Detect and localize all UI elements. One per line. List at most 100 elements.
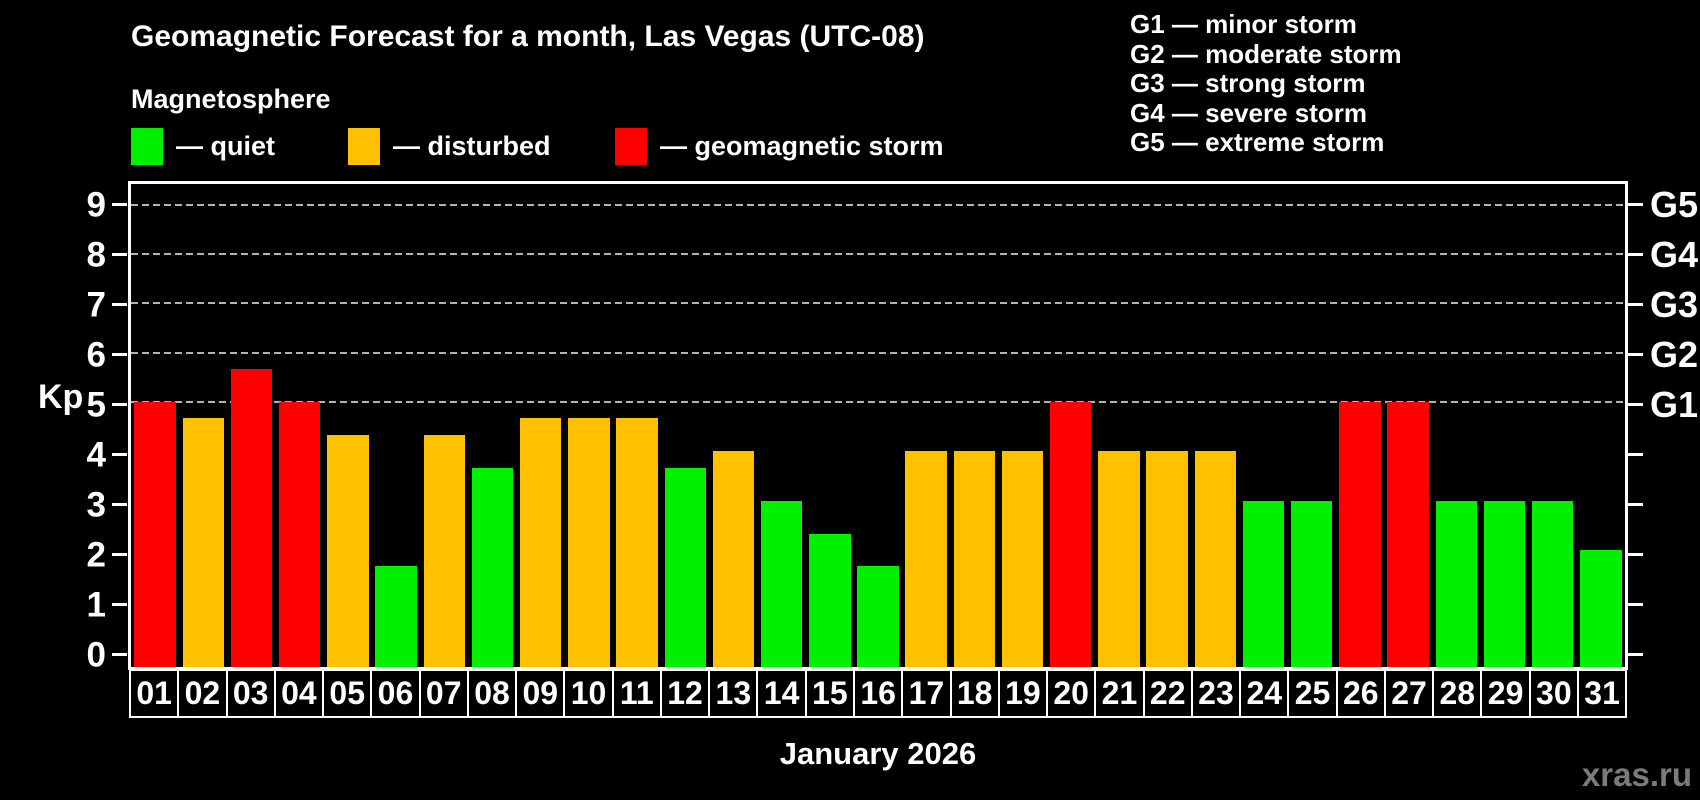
bar-day-19 <box>1001 451 1044 667</box>
y-axis-label-1: 1 <box>86 585 106 625</box>
gridline-kp-8 <box>131 253 1625 256</box>
legend-item-disturbed: — disturbed <box>348 128 551 165</box>
watermark-xras: xras.ru <box>1581 756 1692 793</box>
day-label-06: 06 <box>370 669 421 718</box>
day-label-14: 14 <box>756 669 807 718</box>
y-axis-label-2: 2 <box>86 535 106 575</box>
bar-day-04 <box>278 402 321 667</box>
day-label-12: 12 <box>659 669 711 718</box>
y-axis-label-5: 5 <box>86 385 106 425</box>
bar-day-23 <box>1194 451 1237 667</box>
day-label-10: 10 <box>563 669 614 718</box>
bar-day-25 <box>1291 500 1333 667</box>
bar-day-13 <box>712 451 755 667</box>
g-scale-legend-line-1: G1 — minor storm <box>1130 9 1357 39</box>
y-axis-label-9: 9 <box>86 185 106 225</box>
g-scale-legend-line-2: G2 — moderate storm <box>1130 38 1402 69</box>
day-label-05: 05 <box>322 669 373 718</box>
g-scale-legend-line-4: G4 — severe storm <box>1130 97 1368 128</box>
gridline-kp-9 <box>131 203 1625 206</box>
g-scale-legend-line-3: G3 — strong storm <box>1130 68 1366 98</box>
bar-day-17 <box>905 451 947 667</box>
g-level-label-G5: G5 <box>1650 183 1699 225</box>
y-axis-title: Kp <box>38 378 84 416</box>
g-level-label-G3: G3 <box>1650 283 1699 325</box>
bar-day-21 <box>1098 451 1140 667</box>
bar-day-02 <box>182 418 224 667</box>
g-scale-legend-line-5: G5 — extreme storm <box>1130 127 1385 157</box>
y-axis-label-7: 7 <box>86 285 106 325</box>
y-axis-tick-5 <box>112 403 127 407</box>
legend-label-disturbed: — disturbed <box>393 131 551 161</box>
bar-day-07 <box>423 435 465 667</box>
y-axis-tick-0 <box>112 653 127 657</box>
bar-day-26 <box>1339 402 1381 667</box>
bar-day-29 <box>1483 500 1526 667</box>
quiet-swatch <box>131 128 163 165</box>
bar-day-12 <box>664 467 706 667</box>
gridline-kp-5 <box>131 401 1625 404</box>
day-label-24: 24 <box>1239 669 1290 718</box>
y-axis-tick-4 <box>112 453 127 457</box>
right-axis-tick-9 <box>1628 203 1643 207</box>
g-level-label-G2: G2 <box>1650 333 1699 375</box>
day-label-08: 08 <box>466 669 518 718</box>
x-axis-title: January 2026 <box>779 736 977 771</box>
day-label-07: 07 <box>418 669 469 718</box>
bar-day-10 <box>568 418 610 667</box>
bar-day-30 <box>1531 500 1574 667</box>
bar-day-09 <box>519 418 562 667</box>
right-axis-tick-4 <box>1628 453 1643 457</box>
right-axis-tick-2 <box>1628 553 1643 557</box>
bar-day-08 <box>471 467 514 667</box>
subtitle-magnetosphere: Magnetosphere <box>131 84 331 114</box>
g-level-label-G1: G1 <box>1650 383 1699 425</box>
day-label-09: 09 <box>515 669 566 718</box>
y-axis-label-0: 0 <box>86 635 106 675</box>
bar-day-11 <box>616 418 658 667</box>
y-axis-tick-6 <box>112 353 127 357</box>
legend-item-quiet: — quiet <box>131 128 275 165</box>
day-label-22: 22 <box>1142 669 1193 718</box>
day-label-27: 27 <box>1383 669 1435 718</box>
y-axis-tick-1 <box>112 603 127 607</box>
legend-label-quiet: — quiet <box>176 131 275 161</box>
page-title: Geomagnetic Forecast for a month, Las Ve… <box>131 20 925 53</box>
y-axis-label-8: 8 <box>86 235 106 275</box>
right-axis-tick-7 <box>1628 303 1643 307</box>
y-axis-label-4: 4 <box>86 435 106 475</box>
bar-day-28 <box>1435 500 1478 667</box>
day-label-30: 30 <box>1528 669 1579 718</box>
right-axis-tick-3 <box>1628 503 1643 507</box>
day-label-15: 15 <box>804 669 855 718</box>
day-label-13: 13 <box>708 669 759 718</box>
right-axis-tick-8 <box>1628 253 1643 257</box>
right-axis-tick-0 <box>1628 653 1643 657</box>
bar-day-01 <box>134 402 176 667</box>
x-axis-day-labels: 01 02 03 04 05 06 07 08 09 10 11 12 13 14 15 16 17 18 19 20… <box>129 669 1628 718</box>
right-axis-tick-1 <box>1628 603 1643 607</box>
y-axis-tick-3 <box>112 503 127 507</box>
y-axis-tick-2 <box>112 553 127 557</box>
legend-label-storm: — geomagnetic storm <box>660 131 944 161</box>
disturbed-swatch <box>348 128 380 165</box>
day-label-31: 31 <box>1576 669 1628 718</box>
day-label-20: 20 <box>1046 669 1097 718</box>
day-label-18: 18 <box>949 669 1000 718</box>
bar-day-14 <box>760 500 803 667</box>
day-label-16: 16 <box>852 669 904 718</box>
day-label-17: 17 <box>901 669 952 718</box>
day-label-23: 23 <box>1190 669 1242 718</box>
bar-day-27 <box>1387 402 1429 667</box>
gridline-kp-6 <box>131 351 1625 354</box>
y-axis-tick-8 <box>112 253 127 257</box>
day-label-28: 28 <box>1432 669 1483 718</box>
day-label-26: 26 <box>1335 669 1386 718</box>
y-axis-tick-9 <box>112 203 127 207</box>
y-axis-label-3: 3 <box>86 485 106 525</box>
g-level-label-G4: G4 <box>1650 233 1699 275</box>
storm-swatch <box>615 128 647 165</box>
right-axis-tick-6 <box>1628 353 1643 357</box>
bar-day-06 <box>375 566 417 667</box>
